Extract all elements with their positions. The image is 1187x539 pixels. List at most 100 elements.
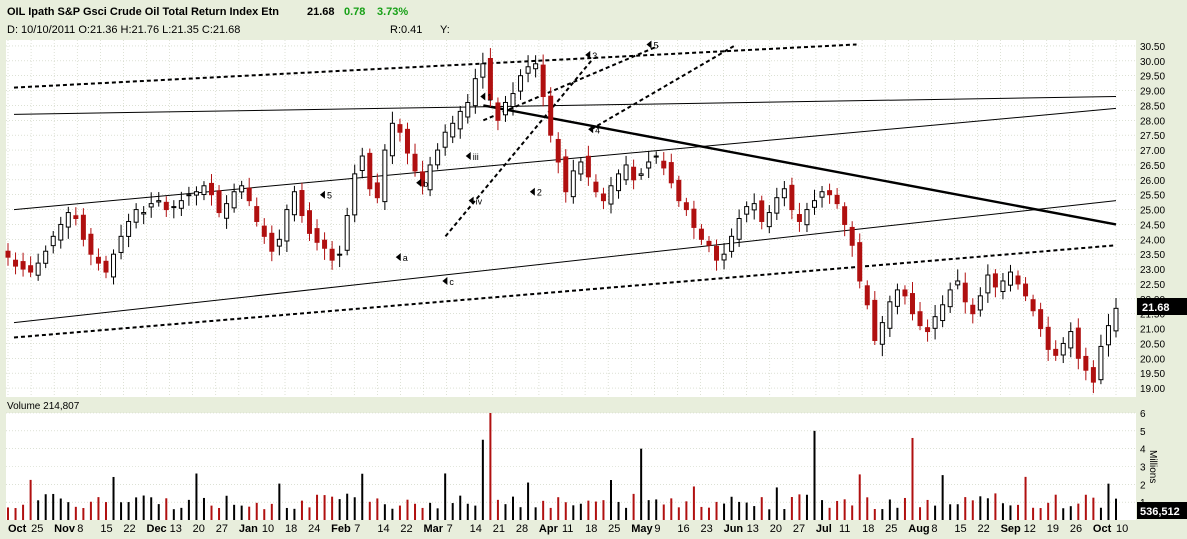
time-tick-label: Mar xyxy=(424,523,444,535)
candle-body xyxy=(714,245,720,261)
candle-body xyxy=(570,170,576,198)
candle-body xyxy=(691,208,697,228)
candle-body xyxy=(1053,348,1059,356)
volume-bar xyxy=(406,499,409,520)
candle-body xyxy=(578,161,584,175)
candle-body xyxy=(766,212,772,228)
volume-bar xyxy=(934,505,937,520)
candle-body xyxy=(397,124,403,133)
time-tick-label: 25 xyxy=(885,523,897,535)
volume-bar xyxy=(504,504,507,520)
volume-bar xyxy=(466,503,469,520)
time-tick-label: Jun xyxy=(724,523,744,535)
time-tick-label: Apr xyxy=(539,523,559,535)
candle-body xyxy=(284,209,290,242)
candle-body xyxy=(819,191,825,198)
candle-body xyxy=(133,209,139,223)
volume-bar xyxy=(534,507,537,520)
candle-body xyxy=(254,206,260,222)
time-tick-label: 18 xyxy=(862,523,874,535)
volume-bar xyxy=(278,483,281,520)
volume-bar xyxy=(926,499,929,520)
volume-bar xyxy=(481,439,484,520)
volume-bar xyxy=(730,496,733,520)
volume-bar xyxy=(398,505,401,520)
time-tick-label: 20 xyxy=(770,523,782,535)
candle-body xyxy=(940,304,946,322)
volume-bar xyxy=(707,507,710,520)
candle-body xyxy=(977,295,983,311)
volume-bar xyxy=(851,505,854,520)
volume-bar xyxy=(617,501,620,520)
trendline xyxy=(444,60,593,237)
wave-label: iv xyxy=(476,197,483,207)
candle-body xyxy=(1083,355,1089,371)
volume-bar xyxy=(414,503,417,520)
volume-bar xyxy=(971,500,974,520)
time-tick-label: 16 xyxy=(677,523,689,535)
volume-bar xyxy=(338,499,341,520)
candle-body xyxy=(314,228,320,243)
wave-marker xyxy=(480,92,486,101)
candle-body xyxy=(1015,275,1021,285)
time-tick-label: 22 xyxy=(978,523,990,535)
candle-body xyxy=(412,153,418,172)
volume-bar xyxy=(157,504,160,520)
volume-bar xyxy=(512,496,515,520)
wave-label: b xyxy=(423,179,428,189)
wave-marker xyxy=(585,50,591,59)
candle-body xyxy=(721,253,727,261)
price-tick-label: 27.00 xyxy=(1140,146,1165,157)
wave-marker xyxy=(442,276,448,285)
volume-bar xyxy=(911,437,914,520)
volume-bar xyxy=(74,506,77,520)
volume-bar xyxy=(150,497,153,520)
wave-label: a xyxy=(403,253,408,263)
time-tick-label: 20 xyxy=(193,523,205,535)
time-tick-label: 13 xyxy=(747,523,759,535)
volume-bar xyxy=(361,473,364,520)
volume-bar xyxy=(572,505,575,520)
candle-body xyxy=(495,102,501,121)
candle-body xyxy=(804,209,810,226)
time-tick-label: 22 xyxy=(123,523,135,535)
price-tick-label: 26.00 xyxy=(1140,176,1165,187)
volume-bar xyxy=(941,475,944,520)
candle-body xyxy=(420,171,426,187)
time-tick-label: 8 xyxy=(931,523,937,535)
candle-body xyxy=(291,191,297,216)
last-price-tag-text: 21.68 xyxy=(1142,302,1170,314)
volume-bar xyxy=(1009,505,1012,520)
candle-body xyxy=(404,128,410,154)
candle-body xyxy=(299,190,305,217)
volume-bar xyxy=(670,498,673,520)
volume-bar xyxy=(805,494,808,520)
candle-body xyxy=(510,93,516,108)
volume-bar xyxy=(436,508,439,520)
candle-body xyxy=(20,261,26,270)
price-tick-label: 27.50 xyxy=(1140,131,1165,142)
candle-body xyxy=(706,240,712,246)
price-tick-label: 26.50 xyxy=(1140,161,1165,172)
candle-body xyxy=(849,226,855,246)
time-tick-label: 14 xyxy=(377,523,389,535)
candle-body xyxy=(608,185,614,205)
volume-bar xyxy=(233,504,236,520)
volume-tick-label: 5 xyxy=(1140,427,1146,438)
candle-body xyxy=(932,316,938,329)
candle-body xyxy=(631,166,637,181)
time-tick-label: 19 xyxy=(1047,523,1059,535)
candle-body xyxy=(322,239,328,249)
time-tick-label: 26 xyxy=(1070,523,1082,535)
volume-bar xyxy=(979,496,982,520)
time-tick-label: Aug xyxy=(908,523,929,535)
price-tick-label: 28.00 xyxy=(1140,116,1165,127)
candle-body xyxy=(367,152,373,190)
candle-body xyxy=(827,190,833,196)
volume-bar xyxy=(285,507,288,520)
candle-body xyxy=(668,162,674,184)
volume-bar xyxy=(700,506,703,520)
volume-bar xyxy=(180,507,183,520)
candle-body xyxy=(759,200,765,222)
candle-body xyxy=(261,225,267,237)
